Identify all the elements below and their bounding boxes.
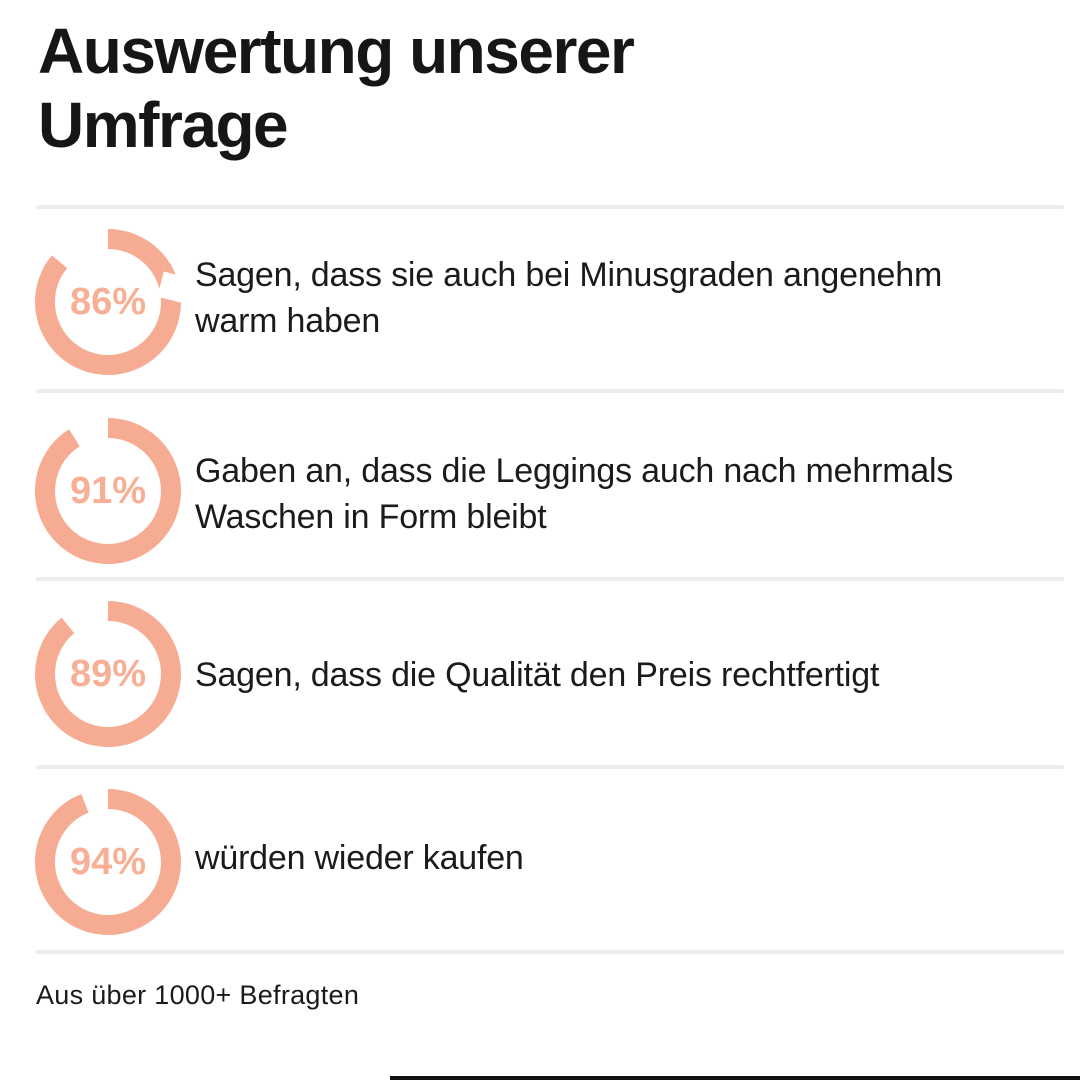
statement-line: würden wieder kaufen xyxy=(195,839,524,877)
percent-label: 94% xyxy=(69,840,147,883)
donut-ring-icon xyxy=(35,418,181,564)
donut-ring-icon xyxy=(35,601,181,747)
donut-chart-94: 94% xyxy=(33,787,183,937)
statement-line: Sagen, dass sie auch bei Minusgraden ang… xyxy=(195,256,943,294)
donut-ring-icon xyxy=(35,229,181,375)
survey-statement: Sagen, dass die Qualität den Preis recht… xyxy=(195,652,1045,698)
percent-label: 86% xyxy=(69,280,147,323)
survey-statement: Gaben an, dass die Leggings auch nach me… xyxy=(195,448,1045,540)
percent-label: 91% xyxy=(69,469,147,512)
divider xyxy=(36,577,1064,581)
divider xyxy=(36,389,1064,393)
bottom-edge-bar xyxy=(390,1076,1080,1080)
statement-line: Waschen in Form bleibt xyxy=(195,498,547,536)
statement-line: warm haben xyxy=(195,302,381,340)
page-title: Auswertung unserer Umfrage xyxy=(38,15,635,161)
divider xyxy=(36,765,1064,769)
donut-chart-91: 91% xyxy=(33,416,183,566)
statement-line: Sagen, dass die Qualität den Preis recht… xyxy=(195,656,880,694)
donut-chart-86: 86% xyxy=(33,227,183,377)
donut-ring-icon xyxy=(35,789,181,935)
sample-size-note: Aus über 1000+ Befragten xyxy=(36,980,360,1010)
percent-label: 89% xyxy=(69,652,147,695)
donut-chart-89: 89% xyxy=(33,599,183,749)
survey-statement: Sagen, dass sie auch bei Minusgraden ang… xyxy=(195,252,1045,344)
statement-line: Gaben an, dass die Leggings auch nach me… xyxy=(195,452,954,490)
divider xyxy=(36,205,1064,209)
survey-statement: würden wieder kaufen xyxy=(195,835,1045,881)
divider xyxy=(36,950,1064,954)
